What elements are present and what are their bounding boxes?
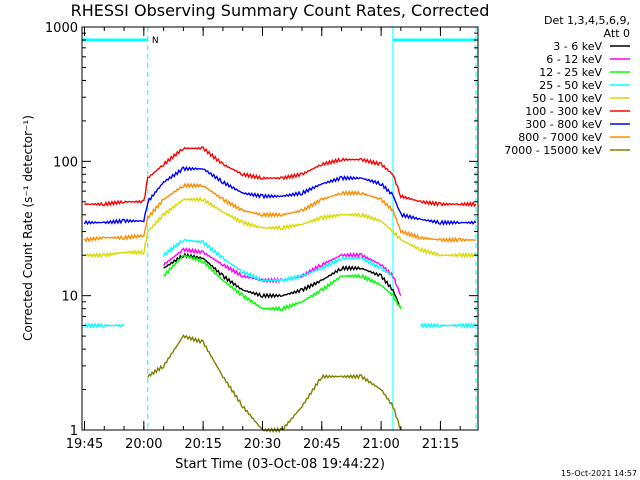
series-line-3 (83, 322, 125, 329)
annotation-label: N (152, 36, 159, 46)
legend-label: 100 - 300 keV (525, 105, 602, 118)
legend-header: Att 0 (604, 27, 630, 40)
series-line-0 (163, 252, 402, 309)
series-line-1 (162, 247, 402, 297)
footer-timestamp: 15-Oct-2021 14:57 (561, 469, 637, 478)
chart-title: RHESSI Observing Summary Count Rates, Co… (71, 1, 490, 20)
x-tick-label: 20:00 (125, 437, 162, 452)
x-tick-label: 20:30 (244, 437, 281, 452)
plot-background: N (82, 27, 477, 430)
series-line-6 (83, 165, 477, 226)
y-tick-label: 1000 (45, 21, 78, 36)
legend-label: 300 - 800 keV (525, 118, 602, 131)
legend-header: Det 1,3,4,5,6,9, (544, 14, 630, 27)
x-tick-label: 21:00 (362, 437, 399, 452)
legend-label: 50 - 100 keV (532, 92, 602, 105)
y-axis-label: Corrected Count Rate (s⁻¹ detector⁻¹) (21, 115, 35, 341)
series-line-3 (162, 238, 394, 283)
series-line-4 (84, 196, 477, 259)
series-line-2 (163, 254, 402, 312)
y-tick-label: 10 (61, 290, 78, 305)
legend-label: 800 - 7000 keV (518, 131, 602, 144)
series-group (83, 146, 477, 434)
plot-frame (81, 26, 479, 431)
x-axis-label: Start Time (03-Oct-08 19:44:22) (175, 457, 385, 472)
legend-label: 6 - 12 keV (546, 53, 602, 66)
legend-label: 3 - 6 keV (553, 40, 602, 53)
legend-label: 12 - 25 keV (539, 66, 602, 79)
x-tick-label: 20:45 (303, 437, 340, 452)
x-tick-label: 20:15 (184, 437, 221, 452)
series-line-5 (84, 146, 477, 208)
series-line-7 (83, 182, 477, 244)
y-tick-label: 100 (53, 155, 78, 170)
legend-label: 25 - 50 keV (539, 79, 602, 92)
series-line-3 (420, 322, 477, 329)
x-tick-label: 19:45 (66, 437, 103, 452)
series-line-8 (147, 333, 402, 434)
axes-frame: 1 10 100 1000 19:45 20:00 20:15 20:30 20:45 21:00… (45, 21, 479, 452)
legend-label: 7000 - 15000 keV (504, 144, 602, 157)
y-tick-label: 1 (70, 424, 78, 439)
x-tick-label: 21:15 (422, 437, 459, 452)
